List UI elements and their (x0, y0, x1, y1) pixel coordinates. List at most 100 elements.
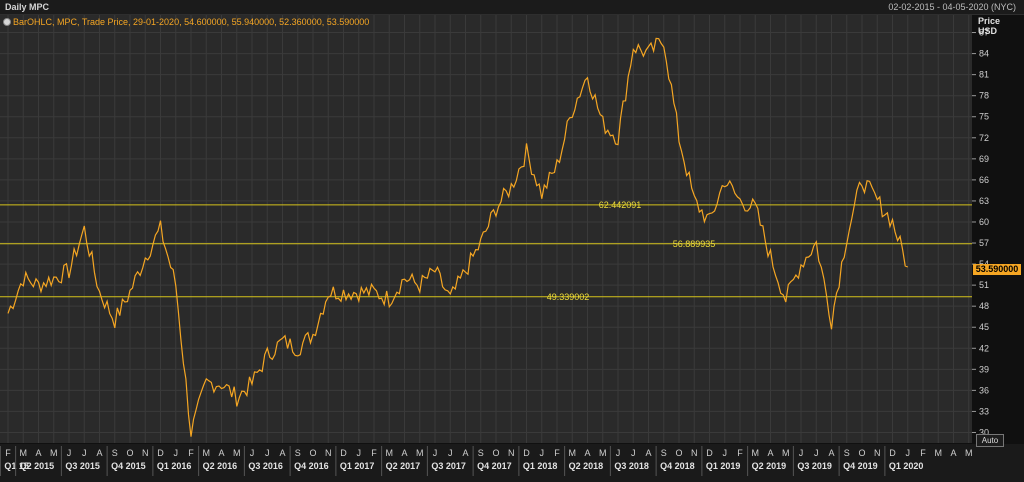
x-month-label: M (416, 448, 424, 458)
x-month-label: O (858, 448, 865, 458)
x-quarter-label: Q2 2017 (386, 461, 421, 471)
x-quarter-label: Q2 2019 (752, 461, 787, 471)
x-month-label: N (508, 448, 515, 458)
x-quarter-label: Q1 2018 (523, 461, 558, 471)
x-month-label: M (599, 448, 607, 458)
y-tick-label: 39 (979, 364, 989, 374)
x-axis-band (0, 444, 1024, 482)
x-month-label: M (752, 448, 760, 458)
x-month-label: M (935, 448, 943, 458)
x-month-label: F (371, 448, 377, 458)
legend-text: BarOHLC, MPC, Trade Price, 29-01-2020, 5… (13, 17, 370, 27)
x-quarter-label: Q2 2016 (203, 461, 238, 471)
x-month-label: D (706, 448, 713, 458)
x-month-label: M (233, 448, 241, 458)
x-month-label: O (675, 448, 682, 458)
x-month-label: M (50, 448, 58, 458)
x-month-label: A (950, 448, 956, 458)
x-month-label: J (448, 448, 453, 458)
x-month-label: D (523, 448, 530, 458)
x-quarter-label: Q1 2016 (157, 461, 192, 471)
date-range[interactable]: 02-02-2015 - 04-05-2020 (NYC) (888, 2, 1016, 12)
y-tick-label: 60 (979, 217, 989, 227)
x-month-label: J (723, 448, 728, 458)
x-month-label: J (814, 448, 819, 458)
y-tick-label: 75 (979, 112, 989, 122)
y-tick-label: 72 (979, 133, 989, 143)
x-month-label: S (478, 448, 484, 458)
auto-scale-button[interactable]: Auto (976, 434, 1004, 447)
chart-title: Daily MPC (5, 2, 50, 12)
x-month-label: M (20, 448, 28, 458)
x-quarter-label: Q2 2018 (569, 461, 604, 471)
x-month-label: M (569, 448, 577, 458)
x-month-label: N (325, 448, 332, 458)
x-month-label: A (401, 448, 407, 458)
x-month-label: F (554, 448, 560, 458)
x-month-label: D (157, 448, 164, 458)
x-month-label: J (631, 448, 636, 458)
x-month-label: A (462, 448, 468, 458)
last-price-badge: 53.590000 (973, 264, 1021, 275)
x-month-label: J (265, 448, 270, 458)
x-month-label: F (920, 448, 926, 458)
horizontal-levels: 62.442091 56.889935 49.339002 (0, 200, 972, 302)
level-label: 49.339002 (547, 292, 590, 302)
x-month-label: J (540, 448, 545, 458)
y-tick-label: 33 (979, 406, 989, 416)
y-axis-title-price: Price (978, 16, 1001, 26)
y-tick-label: 42 (979, 343, 989, 353)
x-month-label: J (616, 448, 621, 458)
y-tick-label: 81 (979, 70, 989, 80)
y-tick-label: 78 (979, 91, 989, 101)
y-tick-label: 66 (979, 175, 989, 185)
title-bar: Daily MPC 02-02-2015 - 04-05-2020 (NYC) (0, 0, 1024, 15)
x-month-label: S (295, 448, 301, 458)
x-quarter-label: Q1 2020 (889, 461, 924, 471)
level-label: 62.442091 (599, 200, 642, 210)
x-quarter-label: Q4 2019 (843, 461, 878, 471)
y-tick-label: 48 (979, 301, 989, 311)
y-tick-label: 36 (979, 385, 989, 395)
y-tick-label: 84 (979, 49, 989, 59)
series-legend[interactable]: BarOHLC, MPC, Trade Price, 29-01-2020, 5… (3, 17, 369, 27)
y-tick-label: 45 (979, 322, 989, 332)
x-month-label: O (126, 448, 133, 458)
x-quarter-label: Q2 2015 (20, 461, 55, 471)
x-month-label: F (5, 448, 11, 458)
x-month-label: O (492, 448, 499, 458)
x-month-label: A (96, 448, 102, 458)
x-month-label: N (874, 448, 881, 458)
x-month-label: D (889, 448, 896, 458)
x-quarter-label: Q4 2015 (111, 461, 146, 471)
y-tick-label: 69 (979, 154, 989, 164)
y-axis-ticks: 3033363942454851545760636669727578818487 (972, 28, 989, 437)
x-quarter-label: Q4 2016 (294, 461, 329, 471)
x-month-label: A (767, 448, 773, 458)
y-tick-label: 57 (979, 238, 989, 248)
x-month-label: S (112, 448, 118, 458)
y-axis-title-currency: USD (978, 26, 998, 36)
x-month-label: J (357, 448, 362, 458)
x-month-label: A (584, 448, 590, 458)
x-month-label: A (645, 448, 651, 458)
x-month-label: A (218, 448, 224, 458)
x-quarter-label: Q4 2018 (660, 461, 695, 471)
x-month-label: N (691, 448, 698, 458)
x-quarter-label: Q1 2019 (706, 461, 741, 471)
x-month-label: A (35, 448, 41, 458)
x-month-label: S (661, 448, 667, 458)
x-month-label: M (203, 448, 211, 458)
settings-circle-icon[interactable] (3, 18, 11, 26)
x-quarter-label: Q1 2017 (340, 461, 375, 471)
x-month-label: J (250, 448, 255, 458)
y-axis-title: Price USD (978, 16, 1000, 36)
price-line (7, 37, 909, 437)
x-month-label: A (828, 448, 834, 458)
x-month-label: J (906, 448, 911, 458)
x-month-label: J (174, 448, 179, 458)
